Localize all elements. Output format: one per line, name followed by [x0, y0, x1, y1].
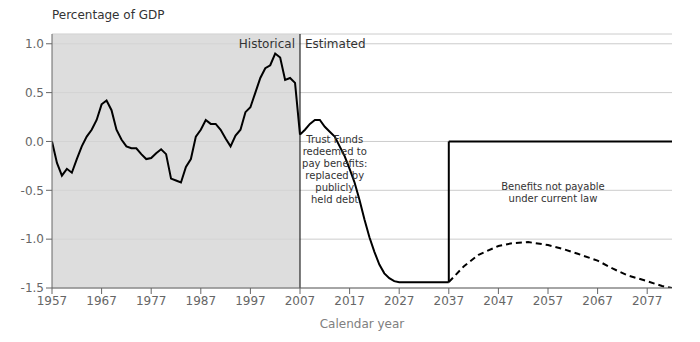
svg-text:2037: 2037 [434, 294, 465, 308]
svg-text:Trust Fundsredeemed topay bene: Trust Fundsredeemed topay benefits:repla… [302, 133, 367, 204]
svg-text:0.0: 0.0 [25, 135, 44, 149]
svg-text:1.0: 1.0 [25, 37, 44, 51]
svg-text:Calendar year: Calendar year [320, 317, 405, 331]
svg-text:Estimated: Estimated [305, 37, 366, 51]
svg-text:2017: 2017 [334, 294, 365, 308]
svg-text:2027: 2027 [384, 294, 415, 308]
svg-text:-0.5: -0.5 [21, 184, 44, 198]
svg-text:2057: 2057 [533, 294, 564, 308]
svg-text:2067: 2067 [582, 294, 613, 308]
svg-text:2007: 2007 [285, 294, 316, 308]
svg-text:1967: 1967 [86, 294, 117, 308]
svg-text:1997: 1997 [235, 294, 266, 308]
svg-text:Benefits not payableunder curr: Benefits not payableunder current law [501, 181, 604, 204]
svg-text:1957: 1957 [37, 294, 68, 308]
svg-text:1977: 1977 [136, 294, 167, 308]
svg-text:Historical: Historical [239, 37, 295, 51]
svg-text:-1.0: -1.0 [21, 232, 44, 246]
svg-text:1987: 1987 [186, 294, 217, 308]
html-text:Percentage of GDP: Percentage of GDP [52, 8, 165, 22]
svg-text:2077: 2077 [632, 294, 663, 308]
svg-text:-1.5: -1.5 [21, 281, 44, 295]
svg-text:0.5: 0.5 [25, 86, 44, 100]
svg-text:2047: 2047 [483, 294, 514, 308]
